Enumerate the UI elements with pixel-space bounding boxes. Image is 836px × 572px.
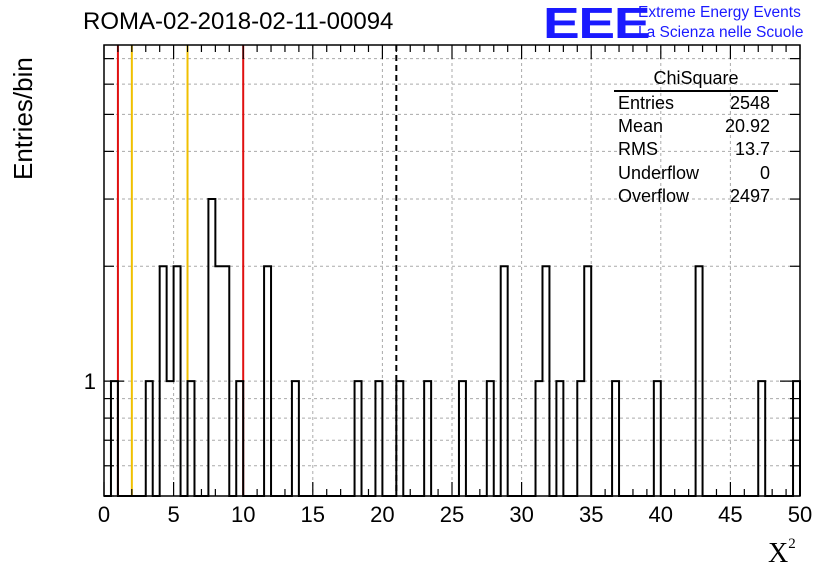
logo-line-1: Extreme Energy Events — [638, 4, 801, 21]
histogram-bin — [167, 381, 174, 496]
stats-box: ChiSquare Entries 2548 Mean 20.92 RMS 13.7 … — [612, 66, 778, 208]
histogram-bin — [584, 266, 591, 496]
stats-value: 20.92 — [724, 116, 770, 137]
stats-row-underflow: Underflow 0 — [612, 162, 778, 185]
stats-key: Mean — [618, 116, 664, 137]
x-tick-label: 30 — [509, 502, 533, 527]
x-axis-label-sup: 2 — [788, 535, 796, 552]
histogram-bin — [556, 381, 563, 496]
x-tick-label: 25 — [440, 502, 464, 527]
histogram-bin — [292, 381, 299, 496]
x-tick-label: 50 — [788, 502, 812, 527]
histogram-bin — [501, 266, 508, 496]
x-tick-label: 20 — [370, 502, 394, 527]
histogram-bin — [236, 381, 243, 496]
stats-key: RMS — [618, 139, 658, 160]
histogram-bin — [375, 381, 382, 496]
histogram-bin — [160, 266, 167, 496]
histogram-bin — [459, 381, 466, 496]
histogram-bin — [396, 381, 403, 496]
histogram-bin — [758, 381, 765, 496]
histogram-bin — [577, 381, 584, 496]
logo-line-2: La Scienza nelle Scuole — [638, 24, 804, 41]
stats-value: 13.7 — [734, 139, 770, 160]
x-axis-label: X2 — [768, 535, 796, 570]
histogram-bin — [536, 381, 543, 496]
histogram-bin — [174, 266, 181, 496]
histogram-bin — [208, 199, 215, 496]
x-tick-label: 15 — [301, 502, 325, 527]
histogram-bin — [264, 266, 271, 496]
stats-key: Overflow — [618, 185, 690, 206]
y-axis-label: Entries/bin — [8, 57, 38, 180]
histogram-bin — [654, 381, 661, 496]
x-tick-label: 0 — [98, 502, 110, 527]
stats-key: Entries — [618, 93, 675, 113]
stats-box-title: ChiSquare — [614, 66, 778, 92]
stats-row-overflow: Overflow 2497 — [612, 185, 778, 208]
stats-value: 2548 — [729, 93, 770, 113]
histogram-bin — [215, 266, 222, 496]
stats-value: 2497 — [729, 185, 770, 206]
histogram-bin — [612, 381, 619, 496]
y-tick-label: 1 — [84, 369, 96, 394]
stats-value: 0 — [759, 162, 770, 183]
axis-frame-layer — [103, 44, 801, 497]
histogram-bin — [487, 381, 494, 496]
x-tick-label: 10 — [231, 502, 255, 527]
stats-row-mean: Mean 20.92 — [612, 115, 778, 138]
x-tick-label: 40 — [649, 502, 673, 527]
histogram-bin — [355, 381, 362, 496]
eee-logo-mark: EEE — [543, 0, 651, 48]
histogram-bin — [222, 266, 229, 496]
plot-title: ROMA-02-2018-02-11-00094 — [83, 8, 394, 35]
histogram-bin — [188, 381, 195, 496]
stats-key: Underflow — [618, 162, 700, 183]
stats-row-entries: Entries 2548 — [612, 92, 778, 115]
x-tick-label: 5 — [167, 502, 179, 527]
stats-row-rms: RMS 13.7 — [612, 138, 778, 161]
tick-label-layer: 0 5 10 15 20 25 30 35 40 45 50 1 — [84, 369, 812, 527]
x-tick-label: 35 — [579, 502, 603, 527]
histogram-bin — [696, 266, 703, 496]
histogram-bin — [146, 381, 153, 496]
histogram-bin — [542, 266, 549, 496]
x-tick-label: 45 — [718, 502, 742, 527]
histogram-bin — [424, 381, 431, 496]
x-axis-label-main: X — [768, 538, 789, 569]
